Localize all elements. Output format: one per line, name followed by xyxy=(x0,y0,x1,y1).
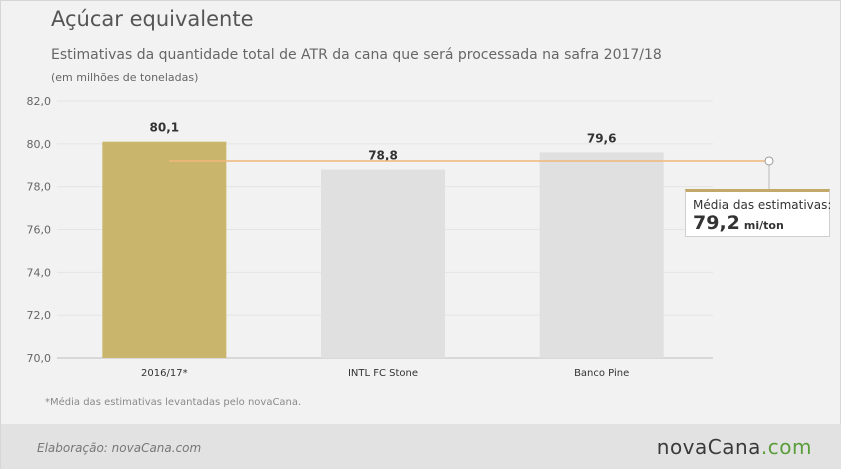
y-tick-label: 70,0 xyxy=(27,352,52,365)
y-tick-label: 82,0 xyxy=(27,95,52,108)
bar xyxy=(539,152,664,358)
bar-value-label: 79,6 xyxy=(587,131,617,145)
unit-note: (em milhões de toneladas) xyxy=(51,71,199,84)
bar-value-label: 78,8 xyxy=(368,149,398,163)
bar xyxy=(321,169,445,358)
logo-accent: .com xyxy=(760,435,812,459)
footer-bar: Elaboração: novaCana.com novaCana.com xyxy=(1,424,841,469)
y-tick-label: 74,0 xyxy=(27,266,52,279)
average-value-row: 79,2 mi/ton xyxy=(693,212,784,234)
credit-text: Elaboração: novaCana.com xyxy=(37,441,202,455)
y-tick-label: 76,0 xyxy=(27,224,52,237)
x-tick-label: INTL FC Stone xyxy=(348,368,418,379)
chart-subtitle: Estimativas da quantidade total de ATR d… xyxy=(51,47,662,63)
y-tick-label: 80,0 xyxy=(27,138,52,151)
x-tick-label: 2016/17* xyxy=(141,368,188,379)
y-tick-label: 72,0 xyxy=(27,309,52,322)
average-value: 79,2 xyxy=(693,212,740,234)
footnote: *Média das estimativas levantadas pelo n… xyxy=(45,397,302,408)
average-marker xyxy=(764,156,774,166)
y-tick-label: 78,0 xyxy=(27,181,52,194)
x-tick-label: Banco Pine xyxy=(574,368,629,379)
average-callout: Média das estimativas: 79,2 mi/ton xyxy=(685,189,832,237)
novacana-logo[interactable]: novaCana.com xyxy=(657,435,812,459)
bar xyxy=(102,141,227,358)
bar-value-label: 80,1 xyxy=(150,121,180,135)
average-label: Média das estimativas: xyxy=(693,198,832,212)
chart-title: Açúcar equivalente xyxy=(51,7,254,31)
logo-main: novaCana xyxy=(656,435,761,459)
average-unit: mi/ton xyxy=(743,219,784,232)
